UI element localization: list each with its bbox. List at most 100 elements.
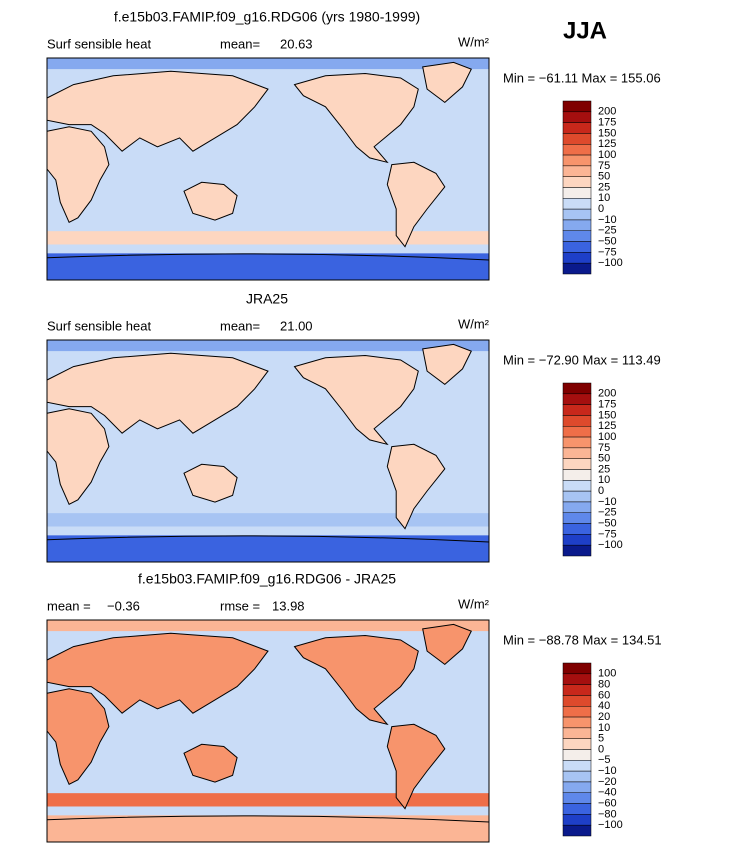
colorbar-label: −40 — [598, 787, 617, 799]
units-label: W/m² — [458, 34, 490, 49]
colorbar-box — [562, 662, 592, 675]
colorbar-box — [562, 262, 592, 275]
colorbar-label: −25 — [598, 507, 617, 519]
continent — [46, 352, 269, 434]
stat-value: 21.00 — [280, 318, 313, 333]
antarctica — [47, 535, 489, 562]
colorbar-label: 175 — [598, 399, 616, 411]
colorbar-label: −10 — [598, 214, 617, 226]
continent — [293, 354, 419, 446]
colorbar-label: −5 — [598, 754, 611, 766]
colorbar-box — [562, 824, 592, 837]
colorbar-label: 150 — [598, 127, 616, 139]
antarctic-coast — [46, 815, 490, 823]
continent — [183, 463, 238, 503]
antarctic-coast — [46, 535, 490, 543]
min-max-label: Min = −88.78 Max = 134.51 — [503, 632, 662, 647]
continent — [46, 632, 269, 714]
colorbar-label: 0 — [598, 203, 604, 215]
colorbar-label: 10 — [598, 722, 610, 734]
colorbar-box — [562, 716, 592, 729]
colorbar-label: 150 — [598, 409, 616, 421]
colorbar-box — [562, 458, 592, 470]
colorbar-label: −50 — [598, 517, 617, 529]
colorbar-label: −10 — [598, 765, 617, 777]
continent — [386, 723, 446, 810]
colorbar-box — [562, 382, 592, 395]
antarctica — [47, 253, 489, 280]
season-label: JJA — [563, 17, 607, 44]
continent — [293, 72, 419, 164]
colorbar-box — [562, 512, 592, 524]
colorbar-label: −100 — [598, 539, 623, 551]
stat-value: 20.63 — [280, 36, 313, 51]
colorbar-label: 0 — [598, 743, 604, 755]
colorbar-box — [562, 122, 592, 134]
colorbar-box — [562, 241, 592, 253]
continent — [422, 623, 472, 666]
colorbar-label: −50 — [598, 235, 617, 247]
colorbar-label: 100 — [598, 668, 616, 680]
panel-title: f.e15b03.FAMIP.f09_g16.RDG06 (yrs 1980-1… — [114, 9, 420, 25]
colorbar-box — [562, 415, 592, 427]
continent — [386, 443, 446, 530]
colorbar-label: 125 — [598, 420, 616, 432]
arctic — [47, 620, 489, 632]
colorbar-box — [562, 480, 592, 492]
colorbar-box — [562, 144, 592, 156]
continent — [46, 126, 110, 223]
colorbar-label: 125 — [598, 138, 616, 150]
colorbar-box — [562, 490, 592, 503]
colorbar-box — [562, 534, 592, 546]
arctic — [47, 58, 489, 70]
colorbar-box — [562, 252, 592, 264]
colorbar-box — [562, 187, 592, 199]
colorbar-label: 200 — [598, 388, 616, 400]
colorbar-box — [562, 501, 592, 513]
colorbar-box — [562, 814, 592, 826]
colorbar-label: −10 — [598, 496, 617, 508]
stat-label: mean = — [47, 598, 91, 613]
colorbar-label: 200 — [598, 106, 616, 118]
colorbar-box — [562, 219, 592, 231]
colorbar-label: −75 — [598, 246, 617, 258]
southern-band — [47, 793, 489, 807]
colorbar-box — [562, 469, 592, 481]
continent — [293, 634, 419, 726]
southern-band — [47, 513, 489, 527]
min-max-label: Min = −61.11 Max = 155.06 — [503, 70, 661, 85]
colorbar-label: −25 — [598, 225, 617, 237]
colorbar-label: 50 — [598, 453, 610, 465]
colorbar-box — [562, 111, 592, 123]
continent — [46, 70, 269, 152]
colorbar-box — [562, 208, 592, 221]
colorbar-label: −100 — [598, 257, 623, 269]
colorbar-label: 25 — [598, 181, 610, 193]
colorbar-label: 60 — [598, 689, 610, 701]
colorbar-label: −60 — [598, 797, 617, 809]
colorbar-box — [562, 749, 592, 761]
colorbar-label: 0 — [598, 485, 604, 497]
colorbar-label: 25 — [598, 463, 610, 475]
colorbar-box — [562, 436, 592, 449]
colorbar-box — [562, 544, 592, 557]
colorbar-box — [562, 760, 592, 772]
colorbar-box — [562, 738, 592, 750]
colorbar-box — [562, 393, 592, 405]
continent — [422, 61, 472, 104]
map — [46, 619, 490, 843]
colorbar-box — [562, 133, 592, 145]
colorbar-box — [562, 447, 592, 459]
stat-value: −0.36 — [107, 598, 140, 613]
colorbar-box — [562, 165, 592, 177]
map — [46, 339, 490, 563]
colorbar-label: −80 — [598, 808, 617, 820]
continent — [46, 408, 110, 505]
colorbar-box — [562, 176, 592, 188]
colorbar-label: −75 — [598, 528, 617, 540]
units-label: W/m² — [458, 316, 490, 331]
colorbar-box — [562, 673, 592, 685]
colorbar-box — [562, 770, 592, 783]
colorbar-label: 5 — [598, 733, 604, 745]
colorbar-label: 75 — [598, 442, 610, 454]
